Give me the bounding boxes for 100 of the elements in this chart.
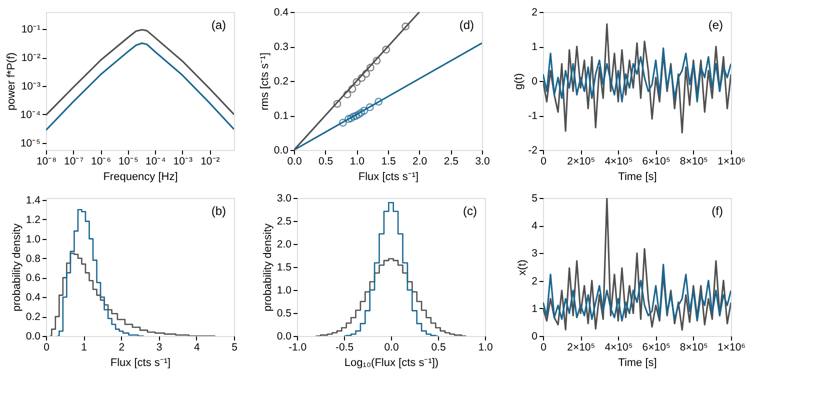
x-tick-label: 10⁻⁷ (64, 156, 84, 168)
y-tick-label: 1.5 (276, 262, 292, 274)
point (357, 108, 366, 117)
y-tick-label: 1.2 (26, 214, 41, 226)
y-tick-label: 2.5 (276, 216, 292, 228)
point (382, 46, 390, 54)
y-axis-title: probability density (10, 222, 23, 312)
y-axis-title: g(t) (513, 73, 526, 90)
annotation: (f) (712, 204, 723, 218)
point (366, 103, 374, 112)
point (372, 56, 381, 65)
annotation: (a) (211, 18, 226, 32)
point (343, 90, 352, 98)
y-tick-label: 5 (532, 192, 538, 204)
point (352, 112, 360, 120)
y-tick-label: 4 (532, 220, 538, 232)
x-tick-label: 0.0 (384, 342, 399, 354)
x-tick-label: 5 (232, 342, 238, 354)
y-axis-title: rms [cts s⁻¹] (258, 52, 271, 110)
x-tick-label: 1×10⁶ (718, 156, 746, 168)
line-series (543, 47, 731, 102)
annotation: (e) (708, 18, 723, 32)
x-tick-label: 8×10⁵ (680, 342, 708, 354)
y-tick-label: 0.0 (274, 144, 289, 156)
x-tick-label: 10⁻³ (173, 156, 193, 168)
x-tick-label: 10⁻⁴ (146, 156, 166, 168)
y-tick-label: 0.5 (276, 308, 292, 320)
point (402, 22, 410, 30)
x-tick-label: 2.5 (444, 156, 459, 168)
x-tick-label: 0.5 (318, 156, 334, 168)
x-tick-label: -1.0 (288, 342, 307, 354)
x-tick-label: -0.5 (335, 342, 354, 354)
y-tick-label: 1 (532, 302, 538, 315)
x-tick-label: 10⁻⁸ (36, 156, 57, 168)
y-tick-label: 1.0 (26, 233, 41, 246)
point (374, 98, 383, 106)
y-tick-label: -1 (528, 110, 538, 122)
y-tick-label: 10⁻¹ (21, 24, 41, 36)
x-tick-label: 1.5 (381, 156, 396, 168)
x-tick-label: 3 (156, 342, 162, 354)
y-tick-label: 10⁻⁴ (20, 108, 40, 121)
y-tick-label: 10⁻⁵ (20, 137, 40, 150)
x-tick-label: 2.0 (412, 156, 428, 168)
x-tick-label: 4×10⁵ (604, 342, 633, 354)
x-tick-label: 0.5 (431, 342, 446, 354)
x-tick-label: 6×10⁵ (642, 156, 670, 168)
point (344, 115, 352, 123)
y-axis-title: probability density (262, 222, 274, 312)
x-tick-label: 0 (44, 342, 50, 354)
x-axis-title: Time [s] (618, 171, 657, 183)
x-tick-label: 3.0 (475, 156, 490, 168)
y-tick-label: 0.1 (274, 110, 289, 122)
y-tick-label: 1.0 (276, 284, 292, 296)
point (352, 78, 361, 86)
y-axis-title: power f*P(f) (5, 52, 18, 111)
x-tick-label: 4×10⁵ (604, 156, 633, 168)
y-tick-label: 0.8 (26, 252, 41, 265)
x-tick-label: 2×10⁵ (567, 342, 596, 354)
y-tick-label: 0.0 (276, 330, 292, 342)
x-tick-label: 8×10⁵ (680, 156, 708, 168)
point (354, 110, 362, 118)
y-tick-label: 0.4 (26, 292, 41, 304)
x-axis-title: Flux [cts s⁻¹] (358, 171, 419, 183)
point (350, 112, 358, 120)
y-tick-label: -2 (528, 144, 538, 156)
x-tick-label: 0 (540, 156, 547, 168)
x-tick-label: 1×10⁶ (718, 342, 746, 354)
x-tick-label: 0.0 (287, 156, 302, 168)
y-tick-label: 0.4 (274, 6, 289, 18)
point (358, 74, 366, 82)
y-axis-title: x(t) (516, 260, 529, 276)
x-axis-title: Frequency [Hz] (103, 171, 178, 183)
y-tick-label: 0.2 (274, 76, 289, 88)
x-tick-label: 10⁻⁵ (118, 156, 138, 168)
annotation: (b) (211, 204, 226, 218)
point (333, 100, 342, 108)
x-tick-label: 1.0 (478, 342, 493, 354)
line-series (543, 264, 731, 322)
y-tick-label: 2.0 (276, 238, 292, 250)
x-tick-label: 10⁻² (200, 156, 220, 168)
x-axis-title: Flux [cts s⁻¹] (110, 357, 171, 369)
point (338, 118, 347, 127)
line-series (543, 198, 731, 331)
x-tick-label: 4 (194, 342, 200, 354)
x-axis-title: Time [s] (618, 357, 657, 369)
x-tick-label: 10⁻⁶ (91, 156, 112, 168)
x-tick-label: 1.0 (350, 156, 365, 168)
y-tick-label: 2 (532, 6, 538, 18)
point (348, 84, 356, 93)
x-tick-label: 2×10⁵ (567, 156, 596, 168)
point (347, 114, 355, 122)
y-tick-label: 0 (532, 330, 538, 342)
point (360, 106, 368, 115)
y-tick-label: 0.6 (26, 272, 41, 284)
point (366, 64, 374, 72)
y-tick-label: 10⁻³ (21, 80, 41, 92)
y-tick-label: 3.0 (276, 192, 292, 204)
annotation: (d) (459, 18, 474, 32)
y-tick-label: 1.4 (26, 194, 41, 206)
y-tick-label: 10⁻² (21, 52, 41, 64)
